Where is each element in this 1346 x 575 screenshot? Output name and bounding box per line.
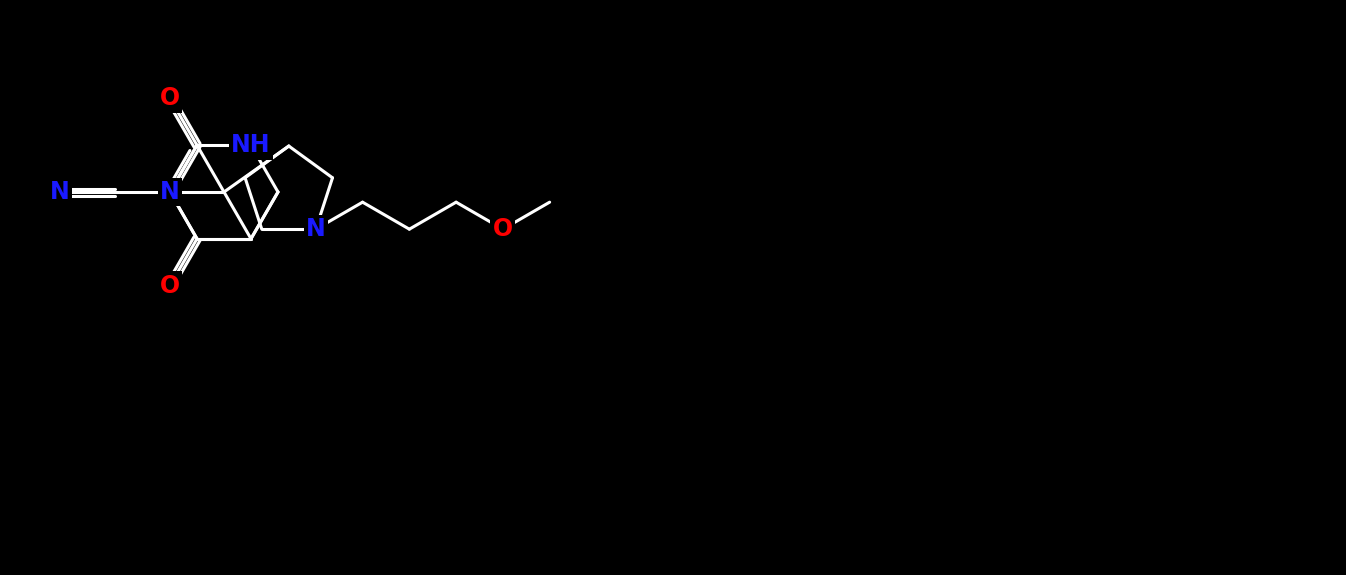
- Text: NH: NH: [232, 133, 271, 157]
- Text: O: O: [160, 86, 180, 110]
- Text: N: N: [306, 217, 326, 241]
- Text: O: O: [493, 217, 513, 241]
- Text: N: N: [160, 180, 180, 204]
- Text: N: N: [50, 180, 70, 204]
- Text: O: O: [160, 274, 180, 297]
